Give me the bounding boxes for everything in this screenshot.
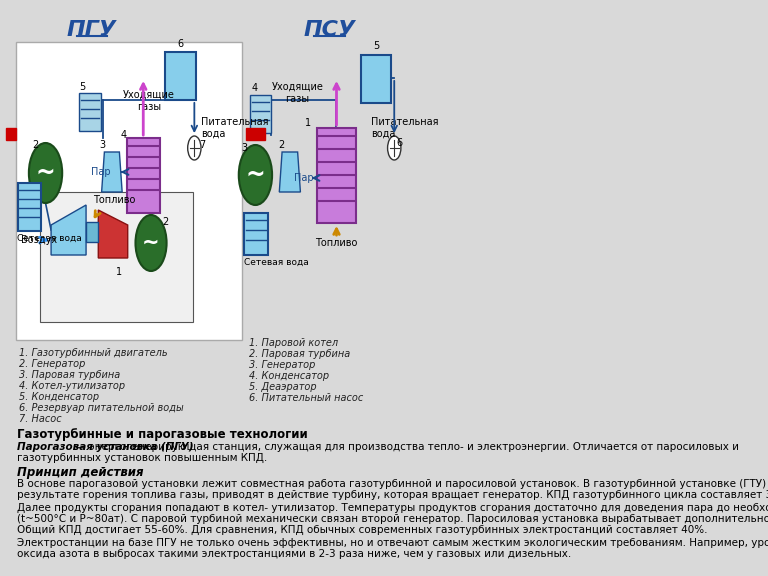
Circle shape [29,143,62,203]
Text: 7: 7 [200,140,206,150]
Text: 3: 3 [241,143,247,153]
Text: В основе парогазовой установки лежит совместная работа газотурбинной и паросилов: В основе парогазовой установки лежит сов… [17,479,768,489]
Text: Пар: Пар [91,167,111,177]
Text: — энергогенерирующая станция, служащая для производства тепло- и электроэнергии.: — энергогенерирующая станция, служащая д… [71,442,739,452]
Text: Пар: Пар [293,173,313,183]
Text: Питательная
вода: Питательная вода [371,117,439,139]
Text: ПГУ: ПГУ [67,20,117,40]
Text: 6: 6 [177,39,184,49]
Text: газотурбинных установок повышенным КПД.: газотурбинных установок повышенным КПД. [17,453,267,463]
Bar [127,138,160,213]
Text: Воздух: Воздух [21,235,58,245]
Circle shape [135,215,167,271]
Bar [15,42,242,340]
Text: Топливо: Топливо [316,238,358,248]
Polygon shape [51,205,86,255]
Polygon shape [98,210,127,258]
Text: 5: 5 [373,41,379,51]
Polygon shape [280,152,300,192]
Text: 7. Насос: 7. Насос [19,414,62,424]
Circle shape [388,136,401,160]
Text: 6. Резервуар питательной воды: 6. Резервуар питательной воды [19,403,184,413]
Text: 4. Котел-утилизатор: 4. Котел-утилизатор [19,381,125,391]
Bar [86,222,98,242]
Text: 3: 3 [100,140,106,150]
Text: ПСУ: ПСУ [303,20,356,40]
Text: 6: 6 [397,138,403,148]
Text: (t~500°С и Р~80ат). С паровой турбиной механически связан второй генератор. Паро: (t~500°С и Р~80ат). С паровой турбиной м… [17,514,768,524]
Text: Электростанции на базе ПГУ не только очень эффективны, но и отвечают самым жестк: Электростанции на базе ПГУ не только оче… [17,538,768,548]
Text: Уходящие
газы: Уходящие газы [123,90,175,112]
Text: 4: 4 [121,130,127,140]
Bar [40,192,193,322]
Text: Принцип действия: Принцип действия [17,466,143,479]
Text: 1: 1 [116,267,122,277]
Bar [250,95,271,133]
Text: 4: 4 [251,83,257,93]
Text: 2: 2 [278,140,284,150]
Text: Парогазовая установка (ПГУ): Парогазовая установка (ПГУ) [17,442,194,452]
Text: Общий КПД достигает 55-60%. Для сравнения, КПД обычных современных газотурбинных: Общий КПД достигает 55-60%. Для сравнени… [17,525,707,535]
Text: 3. Генератор: 3. Генератор [249,360,315,370]
Bar [246,128,266,140]
Text: 5. Конденсатор: 5. Конденсатор [19,392,100,402]
Text: ~: ~ [142,233,160,253]
Text: оксида азота в выбросах такими электростанциями в 2-3 раза ниже, чем у газовых и: оксида азота в выбросах такими электрост… [17,549,571,559]
Text: 1: 1 [305,118,311,128]
Text: результате горения топлива газы, приводят в действие турбину, которая вращает ге: результате горения топлива газы, приводя… [17,490,768,500]
Text: Уходящие
газы: Уходящие газы [272,82,323,104]
Polygon shape [101,152,122,192]
Bar [18,183,41,231]
Text: Питательная
вода: Питательная вода [201,117,269,139]
Text: Газотурбинные и парогазовые технологии: Газотурбинные и парогазовые технологии [17,428,307,441]
Text: ~: ~ [246,163,265,187]
Text: 2: 2 [32,140,38,150]
Text: 2: 2 [162,217,169,227]
Text: 2. Паровая турбина: 2. Паровая турбина [249,349,350,359]
Circle shape [239,145,272,205]
Bar [244,213,267,255]
Text: 1. Паровой котел: 1. Паровой котел [249,338,338,348]
Bar [361,55,392,103]
Text: 4. Конденсатор: 4. Конденсатор [249,371,329,381]
Text: 3. Паровая турбина: 3. Паровая турбина [19,370,121,380]
Text: Далее продукты сгорания попадают в котел- утилизатор. Температуры продуктов сгор: Далее продукты сгорания попадают в котел… [17,503,768,513]
Circle shape [187,136,201,160]
Text: Топливо: Топливо [93,195,135,205]
Bar [165,52,196,100]
Text: 5: 5 [79,82,85,92]
Bar [79,93,101,131]
Bar [316,128,356,223]
Text: ~: ~ [35,161,55,185]
Text: Сетевая вода: Сетевая вода [17,234,81,243]
Text: 5. Деаэратор: 5. Деаэратор [249,382,316,392]
Bar [5,128,15,140]
Text: 6. Питательный насос: 6. Питательный насос [249,393,363,403]
Text: Сетевая вода: Сетевая вода [244,258,309,267]
Text: 1. Газотурбинный двигатель: 1. Газотурбинный двигатель [19,348,168,358]
Text: 2. Генератор: 2. Генератор [19,359,86,369]
